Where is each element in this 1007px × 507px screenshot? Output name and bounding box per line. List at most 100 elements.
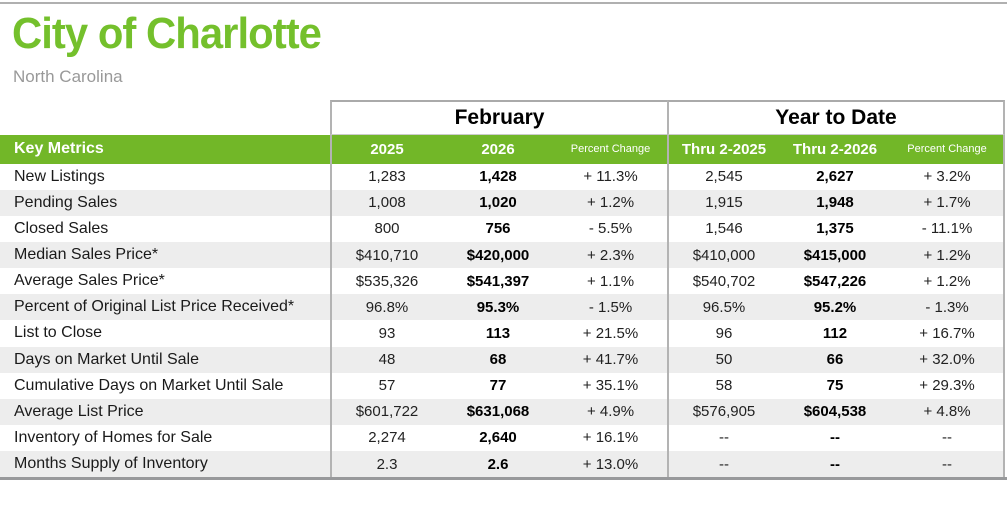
february-group-header: February — [330, 99, 667, 135]
feb-prior-year-value: 2.3 — [330, 451, 442, 478]
feb-prior-year-value: 1,008 — [330, 189, 442, 216]
ytd-current-year-value: 95.2% — [813, 298, 857, 316]
metric-label: Closed Sales — [14, 219, 109, 237]
feb-prior-year-value: 48 — [330, 346, 442, 373]
feb-prior-year-value: $535,326 — [330, 268, 442, 295]
metric-label: Average List Price — [14, 402, 144, 420]
feb-prior-year-value: 93 — [330, 320, 442, 347]
ytd-prior-year-value: $410,000 — [667, 241, 779, 269]
ytd-prior-year-value: 1,915 — [667, 189, 779, 216]
feb-current-year-value: 68 — [489, 351, 507, 369]
col-header-feb-2026: 2026 — [481, 140, 515, 158]
feb-percent-change-value: + 2.3% — [586, 246, 635, 264]
ytd-prior-year-value: -- — [667, 424, 779, 452]
report-page: City of Charlotte North Carolina Februar… — [0, 9, 1007, 481]
table-row: Months Supply of Inventory 2.3 2.6 + 13.… — [0, 451, 1005, 478]
ytd-current-year-value: 75 — [826, 377, 844, 395]
table-row: New Listings 1,283 1,428 + 11.3% 2,545 2… — [0, 163, 1005, 190]
metric-label: Pending Sales — [14, 193, 118, 211]
feb-prior-year-value: 2,274 — [330, 424, 442, 452]
key-metrics-table: February Year to Date Key Metrics 2025 2… — [0, 99, 1007, 481]
feb-current-year-value: 756 — [485, 220, 511, 238]
metric-label: Months Supply of Inventory — [14, 455, 208, 473]
ytd-percent-change-value: + 3.2% — [891, 163, 1005, 190]
feb-percent-change-value: + 1.1% — [586, 272, 635, 290]
ytd-current-year-value: 112 — [822, 324, 848, 342]
ytd-percent-change-value: + 4.8% — [891, 398, 1005, 425]
col-header-thru-2-2026: Thru 2-2026 — [792, 140, 878, 158]
table-column-header-row: Key Metrics 2025 2026 Percent Change Thr… — [0, 134, 1005, 164]
ytd-percent-change-value: - 1.3% — [891, 294, 1005, 321]
ytd-prior-year-value: $576,905 — [667, 398, 779, 425]
feb-current-year-value: 113 — [485, 324, 511, 342]
ytd-percent-change-value: -- — [891, 424, 1005, 452]
ytd-percent-change-value: + 32.0% — [891, 346, 1005, 373]
feb-percent-change-value: - 5.5% — [588, 220, 633, 238]
feb-prior-year-value: $410,710 — [330, 241, 442, 269]
group-header-spacer — [0, 100, 330, 135]
ytd-current-year-value: 1,375 — [816, 220, 854, 238]
table-row: Average List Price $601,722 $631,068 + 4… — [0, 398, 1005, 425]
feb-current-year-value: 2,640 — [479, 429, 517, 447]
col-header-thru-2-2025: Thru 2-2025 — [667, 134, 779, 164]
metric-label: Median Sales Price* — [14, 246, 159, 263]
metric-label: Average Sales Price* — [14, 272, 165, 290]
ytd-percent-change-value: + 29.3% — [891, 372, 1005, 399]
ytd-current-year-value: 1,948 — [816, 194, 854, 212]
feb-current-year-value: 2.6 — [487, 455, 509, 473]
feb-percent-change-value: + 35.1% — [582, 377, 639, 395]
col-header-ytd-percent-change: Percent Change — [891, 134, 1005, 164]
year-to-date-group-header: Year to Date — [667, 99, 1005, 135]
table-row: Pending Sales 1,008 1,020 + 1.2% 1,915 1… — [0, 189, 1005, 216]
ytd-prior-year-value: 96 — [667, 320, 779, 347]
table-bottom-border — [0, 477, 1007, 481]
ytd-percent-change-value: + 16.7% — [891, 320, 1005, 347]
ytd-prior-year-value: 50 — [667, 346, 779, 373]
metric-label: Percent of Original List Price Received* — [14, 298, 295, 316]
feb-percent-change-value: + 21.5% — [582, 324, 639, 342]
table-row: List to Close 93 113 + 21.5% 96 112 + 16… — [0, 320, 1005, 347]
page-subtitle: North Carolina — [13, 66, 123, 86]
ytd-current-year-value: 66 — [826, 351, 844, 369]
feb-percent-change-value: - 1.5% — [588, 298, 633, 316]
feb-current-year-value: 95.3% — [476, 298, 520, 316]
metric-label: New Listings — [14, 167, 105, 185]
ytd-prior-year-value: 1,546 — [667, 215, 779, 242]
feb-prior-year-value: 1,283 — [330, 163, 442, 190]
feb-percent-change-value: + 13.0% — [582, 455, 639, 473]
ytd-percent-change-value: + 1.7% — [891, 189, 1005, 216]
table-row: Cumulative Days on Market Until Sale 57 … — [0, 372, 1005, 399]
ytd-prior-year-value: -- — [667, 451, 779, 478]
feb-percent-change-value: + 4.9% — [586, 403, 635, 421]
table-row: Closed Sales 800 756 - 5.5% 1,546 1,375 … — [0, 215, 1005, 242]
table-row: Days on Market Until Sale 48 68 + 41.7% … — [0, 346, 1005, 373]
ytd-current-year-value: -- — [830, 429, 840, 447]
ytd-prior-year-value: 2,545 — [667, 163, 779, 190]
feb-percent-change-value: + 41.7% — [582, 351, 639, 369]
feb-prior-year-value: $601,722 — [330, 398, 442, 425]
ytd-current-year-value: -- — [830, 455, 840, 473]
feb-current-year-value: 77 — [489, 377, 507, 395]
ytd-percent-change-value: + 1.2% — [891, 241, 1005, 269]
table-body: New Listings 1,283 1,428 + 11.3% 2,545 2… — [0, 163, 1005, 478]
ytd-percent-change-value: -- — [891, 451, 1005, 478]
feb-prior-year-value: 800 — [330, 215, 442, 242]
feb-current-year-value: $420,000 — [466, 246, 530, 264]
col-header-feb-percent-change: Percent Change — [570, 143, 651, 156]
feb-current-year-value: 1,428 — [479, 168, 517, 186]
metric-label: Days on Market Until Sale — [14, 350, 199, 368]
metric-label: Inventory of Homes for Sale — [14, 428, 213, 446]
feb-percent-change-value: + 11.3% — [583, 168, 638, 186]
table-group-header-row: February Year to Date — [0, 99, 1005, 135]
ytd-current-year-value: 2,627 — [816, 168, 854, 186]
feb-current-year-value: $631,068 — [466, 403, 530, 421]
ytd-percent-change-value: - 11.1% — [891, 215, 1005, 242]
feb-prior-year-value: 96.8% — [330, 294, 442, 321]
col-header-feb-2025: 2025 — [330, 134, 442, 164]
feb-current-year-value: $541,397 — [466, 272, 530, 290]
page-title: City of Charlotte — [12, 9, 322, 58]
feb-current-year-value: 1,020 — [479, 194, 517, 212]
table-row: Inventory of Homes for Sale 2,274 2,640 … — [0, 424, 1005, 452]
ytd-prior-year-value: 96.5% — [667, 294, 779, 321]
metric-label: List to Close — [14, 324, 103, 342]
